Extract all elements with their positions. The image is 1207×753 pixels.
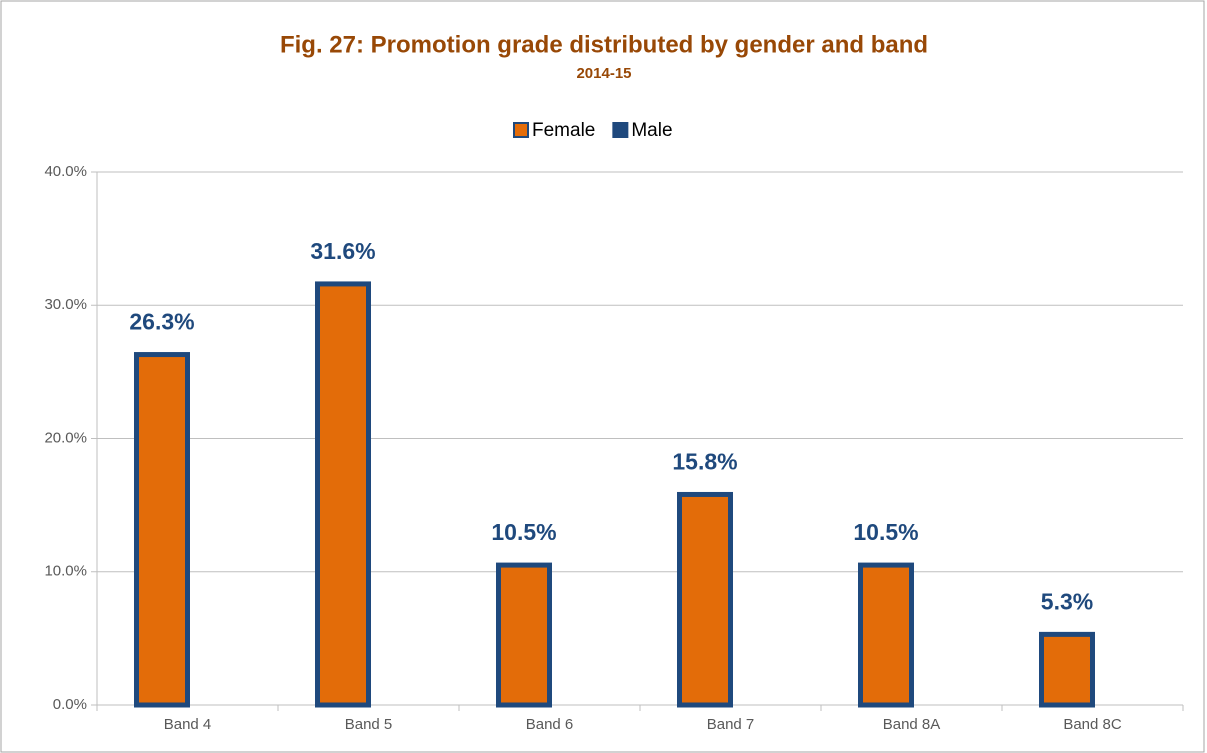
data-label: 26.3% [129, 309, 194, 335]
bar [315, 281, 371, 708]
bar [677, 491, 733, 708]
y-tick-label: 0.0% [53, 696, 87, 713]
bar [858, 562, 914, 708]
bar [496, 562, 552, 708]
data-label: 10.5% [491, 519, 556, 545]
y-tick-label: 10.0% [44, 563, 87, 580]
chart-title: Fig. 27: Promotion grade distributed by … [280, 31, 928, 58]
data-label: 10.5% [853, 519, 918, 545]
y-tick-label: 30.0% [44, 296, 87, 313]
x-tick-label: Band 8A [883, 716, 941, 733]
x-tick-label: Band 8C [1063, 716, 1122, 733]
x-tick-label: Band 5 [345, 716, 393, 733]
x-tick-label: Band 6 [526, 716, 574, 733]
data-label: 31.6% [310, 238, 375, 264]
legend-label: Male [631, 120, 672, 141]
legend-label: Female [532, 120, 595, 141]
y-tick-label: 20.0% [44, 429, 87, 446]
bar [1039, 631, 1095, 708]
bar [134, 352, 190, 708]
data-label: 5.3% [1041, 588, 1093, 614]
y-tick-label: 40.0% [44, 163, 87, 180]
legend-swatch [513, 122, 529, 138]
legend-swatch [612, 122, 629, 138]
x-tick-label: Band 4 [164, 716, 212, 733]
chart-subtitle: 2014-15 [576, 65, 631, 82]
x-tick-label: Band 7 [707, 716, 755, 733]
data-label: 15.8% [672, 449, 737, 475]
